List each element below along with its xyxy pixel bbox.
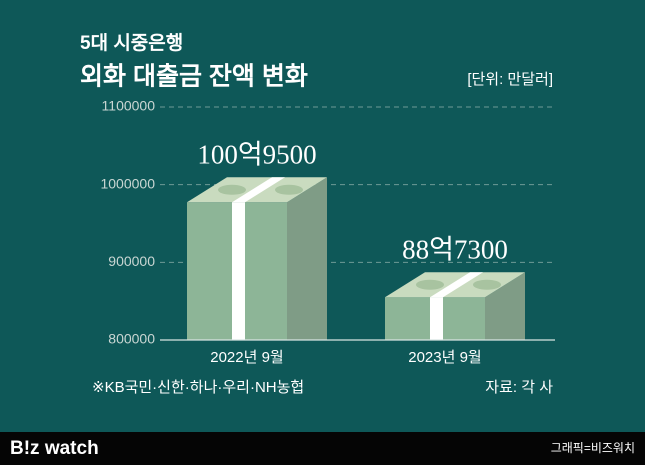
source: 자료: 각 사 bbox=[485, 379, 553, 396]
bar-side bbox=[287, 177, 327, 340]
band-front bbox=[232, 202, 245, 340]
value-label: 88억7300 bbox=[402, 234, 508, 264]
bill-ornament bbox=[218, 184, 246, 195]
y-tick-label: 800000 bbox=[108, 331, 155, 347]
y-tick-label: 900000 bbox=[108, 253, 155, 269]
bar-side bbox=[485, 272, 525, 340]
brand: B!z watch bbox=[10, 438, 99, 459]
bill-ornament bbox=[275, 184, 303, 195]
value-label: 100억9500 bbox=[197, 139, 316, 169]
footer-bar bbox=[0, 432, 645, 465]
x-tick-label: 2023년 9월 bbox=[408, 349, 481, 366]
title: 외화 대출금 잔액 변화 bbox=[80, 63, 308, 91]
y-tick-label: 1000000 bbox=[100, 175, 155, 191]
credit: 그래픽=비즈워치 bbox=[551, 441, 635, 455]
band-front bbox=[430, 297, 443, 340]
band-top bbox=[430, 272, 483, 298]
bill-ornament bbox=[416, 279, 444, 290]
subtitle: 5대 시중은행 bbox=[80, 32, 183, 54]
band-top bbox=[232, 177, 285, 203]
x-tick-label: 2022년 9월 bbox=[210, 349, 283, 366]
bill-ornament bbox=[473, 279, 501, 290]
note: ※KB국민·신한·하나·우리·NH농협 bbox=[92, 379, 304, 396]
y-tick-label: 1100000 bbox=[102, 98, 156, 114]
unit-label: [단위: 만달러] bbox=[467, 71, 553, 88]
